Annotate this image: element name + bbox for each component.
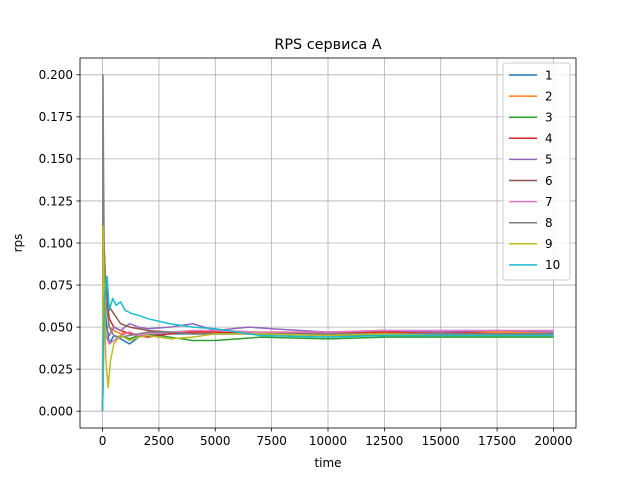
x-tick-label: 15000 bbox=[422, 434, 460, 448]
y-tick-label: 0.050 bbox=[39, 320, 73, 334]
axis-ticks: 0 2500 5000 7500 10000 12500 15000 17500 20000 0.… bbox=[39, 68, 573, 448]
legend-label-5: 5 bbox=[545, 153, 553, 167]
plot-lines bbox=[101, 74, 554, 412]
x-tick-label: 20000 bbox=[534, 434, 572, 448]
x-tick-label: 10000 bbox=[309, 434, 347, 448]
y-tick-label: 0.100 bbox=[39, 236, 73, 250]
x-axis-label: time bbox=[314, 456, 341, 470]
x-tick-label: 7500 bbox=[256, 434, 287, 448]
y-tick-label: 0.150 bbox=[39, 152, 73, 166]
legend-label-2: 2 bbox=[545, 89, 553, 103]
legend-label-10: 10 bbox=[545, 258, 560, 272]
legend-label-4: 4 bbox=[545, 132, 553, 146]
y-tick-label: 0.175 bbox=[39, 110, 73, 124]
x-tick-label: 2500 bbox=[144, 434, 175, 448]
series-line-9 bbox=[101, 225, 554, 412]
legend-label-6: 6 bbox=[545, 174, 553, 188]
y-tick-label: 0.025 bbox=[39, 362, 73, 376]
x-tick-label: 5000 bbox=[200, 434, 231, 448]
x-tick-label: 12500 bbox=[365, 434, 403, 448]
series-line-4 bbox=[101, 259, 554, 412]
y-axis-label: rps bbox=[11, 234, 25, 253]
series-line-10 bbox=[101, 275, 554, 412]
chart-title: RPS сервиса A bbox=[274, 37, 381, 53]
legend-label-7: 7 bbox=[545, 195, 553, 209]
legend-label-8: 8 bbox=[545, 216, 553, 230]
y-tick-label: 0.000 bbox=[39, 404, 73, 418]
y-tick-label: 0.200 bbox=[39, 68, 73, 82]
series-line-7 bbox=[101, 329, 554, 412]
legend-label-3: 3 bbox=[545, 111, 553, 125]
x-tick-label: 17500 bbox=[478, 434, 516, 448]
x-tick-label: 0 bbox=[99, 434, 107, 448]
legend-label-9: 9 bbox=[545, 237, 553, 251]
legend-label-1: 1 bbox=[545, 68, 553, 82]
legend: 1 2 3 4 5 6 7 8 9 10 bbox=[502, 62, 571, 281]
y-tick-label: 0.075 bbox=[39, 278, 73, 292]
y-tick-label: 0.125 bbox=[39, 194, 73, 208]
